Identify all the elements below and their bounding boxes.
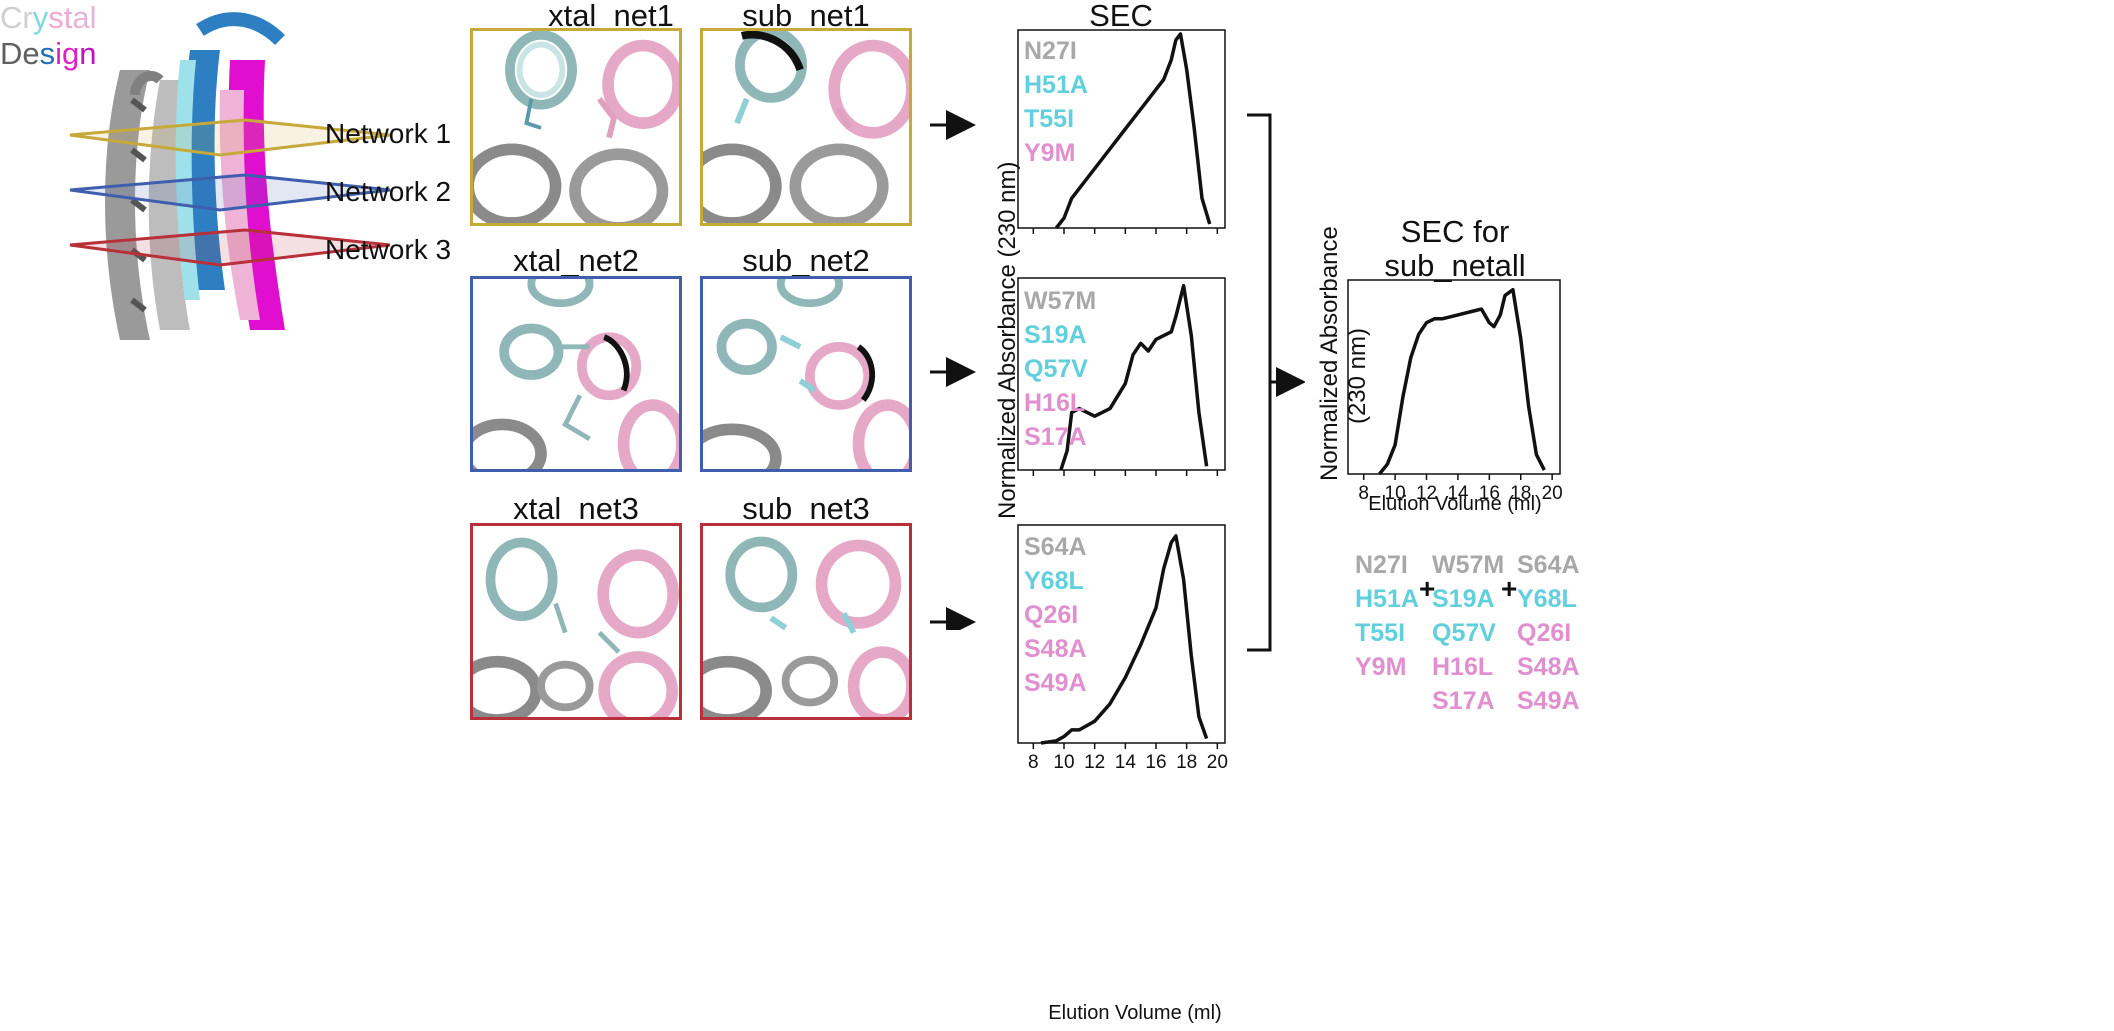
all-net3-mutation-4: S49A: [1517, 687, 1580, 715]
x-tick-label-2-5: 18: [1176, 752, 1197, 773]
net2-mutation-3: H16L: [1024, 389, 1086, 417]
bracket-arrow: [1247, 113, 1305, 652]
x-tick-label-3-5: 18: [1510, 483, 1531, 504]
xtal-net1-title: xtal_net1: [548, 0, 674, 33]
legend-crystal-part-2: st: [48, 0, 73, 35]
panel-xtal-net3: [470, 523, 682, 720]
plot-frame-0: [1017, 29, 1226, 229]
x-tick-label-2-2: 12: [1084, 752, 1105, 773]
x-tick-label-3-3: 14: [1447, 483, 1469, 504]
sec-all-title-line1: SEC for: [1400, 214, 1510, 249]
sec-all-chart: 8 10 12 14 16 18 20: [1347, 279, 1563, 504]
x-tick-label-3-6: 20: [1542, 483, 1563, 504]
plus-sign-2: +: [1501, 573, 1518, 604]
panel-xtal-net2: [470, 276, 682, 472]
all-net2-mutation-4: S17A: [1432, 687, 1495, 715]
sub-net1-title: sub_net1: [742, 0, 870, 33]
net2-mutation-0: W57M: [1024, 287, 1097, 315]
plot-frame-3: [1347, 279, 1561, 475]
all-net1-mutation-3: Y9M: [1355, 653, 1407, 681]
legend-design-part-2: ig: [55, 36, 80, 71]
legend-design-part-0: De: [0, 36, 40, 71]
sec-chart: 8 10 12 14 16 18 20: [1017, 29, 1228, 773]
legend-design-part-1: s: [39, 36, 56, 71]
all-net3-mutation-1: Y68L: [1517, 585, 1577, 613]
net1-mutation-2: T55I: [1024, 105, 1075, 133]
legend-crystal-part-0: Cr: [0, 0, 33, 35]
network-1-label: Network 1: [325, 118, 452, 149]
all-net3-mutation-3: S48A: [1517, 653, 1580, 681]
legend-crystal: Crystal: [0, 0, 96, 36]
all-net1-mutation-0: N27I: [1355, 551, 1408, 579]
legend-design: Design: [0, 36, 97, 72]
x-tick-label-2-6: 20: [1207, 752, 1228, 773]
sub-net2-title: sub_net2: [742, 243, 870, 278]
net1-mutation-3: Y9M: [1024, 139, 1076, 167]
x-tick-label-3-4: 16: [1479, 483, 1500, 504]
sec-trace-1: [1059, 283, 1209, 471]
net3-mutation-0: S64A: [1024, 533, 1087, 561]
sec-all-title-line2: sub_netall: [1384, 248, 1526, 283]
net3-mutation-2: Q26I: [1024, 601, 1079, 629]
legend-crystal-part-1: y: [32, 0, 49, 35]
arrows-to-sec: [930, 110, 976, 630]
net2-mutation-4: S17A: [1024, 423, 1087, 451]
net1-mutation-0: N27I: [1024, 37, 1077, 65]
all-net3-mutation-2: Q26I: [1517, 619, 1572, 647]
plot-frame-2: [1017, 524, 1226, 744]
all-net3-mutation-0: S64A: [1517, 551, 1580, 579]
sub-net3-title: sub_net3: [742, 491, 870, 526]
xtal-net3-title: xtal_net3: [513, 491, 639, 526]
all-net2-mutation-0: W57M: [1432, 551, 1505, 579]
x-tick-label-2-1: 10: [1053, 752, 1074, 773]
net3-mutation-3: S48A: [1024, 635, 1087, 663]
network-3-label: Network 3: [325, 234, 452, 265]
mutations-all-col2: W57M S19A Q57V H16L S17A: [1432, 548, 1504, 718]
network-2-label: Network 2: [325, 176, 452, 207]
mutations-net1: N27I H51A T55I Y9M: [1024, 34, 1088, 170]
all-net2-mutation-1: S19A: [1432, 585, 1495, 613]
protein-bundle-illustration: [69, 12, 391, 340]
all-net2-mutation-2: Q57V: [1432, 619, 1496, 647]
net2-mutation-1: S19A: [1024, 321, 1087, 349]
net3-mutation-1: Y68L: [1024, 567, 1084, 595]
plus-sign-1: +: [1419, 573, 1436, 604]
mutations-net2: W57M S19A Q57V H16L S17A: [1024, 284, 1096, 454]
xtal-net2-title: xtal_net2: [513, 243, 639, 278]
x-tick-label-3-1: 10: [1385, 483, 1406, 504]
legend-design-part-3: n: [79, 36, 97, 71]
x-tick-label-2-0: 8: [1028, 752, 1039, 773]
mutations-net3: S64A Y68L Q26I S48A S49A: [1024, 530, 1087, 700]
sec-trace-0: [1054, 32, 1212, 230]
x-tick-label-3-0: 8: [1358, 483, 1369, 504]
sec-xlabel: Elution Volume (ml): [1048, 1002, 1222, 1024]
net2-mutation-2: Q57V: [1024, 355, 1088, 383]
mutations-all-col1: N27I H51A T55I Y9M: [1355, 548, 1419, 684]
x-tick-label-3-2: 12: [1416, 483, 1437, 504]
mutations-all-col3: S64A Y68L Q26I S48A S49A: [1517, 548, 1580, 718]
all-net1-mutation-2: T55I: [1355, 619, 1406, 647]
x-tick-label-2-4: 16: [1145, 752, 1166, 773]
sec-title: SEC: [1089, 0, 1153, 33]
panel-sub-net3: [700, 523, 912, 720]
panel-xtal-net1: [470, 28, 682, 226]
legend-crystal-part-3: al: [72, 0, 97, 35]
sec-all-xlabel: Elution Volume (ml): [1368, 493, 1542, 515]
plot-frame-1: [1017, 277, 1226, 471]
all-net1-mutation-1: H51A: [1355, 585, 1419, 613]
all-net2-mutation-3: H16L: [1432, 653, 1494, 681]
net3-mutation-4: S49A: [1024, 669, 1087, 697]
panel-sub-net1: [700, 28, 912, 226]
net1-mutation-1: H51A: [1024, 71, 1088, 99]
x-tick-label-2-3: 14: [1115, 752, 1137, 773]
panel-sub-net2: [700, 276, 912, 472]
sec-trace-3: [1378, 287, 1546, 476]
sec-trace-2: [1040, 534, 1209, 745]
